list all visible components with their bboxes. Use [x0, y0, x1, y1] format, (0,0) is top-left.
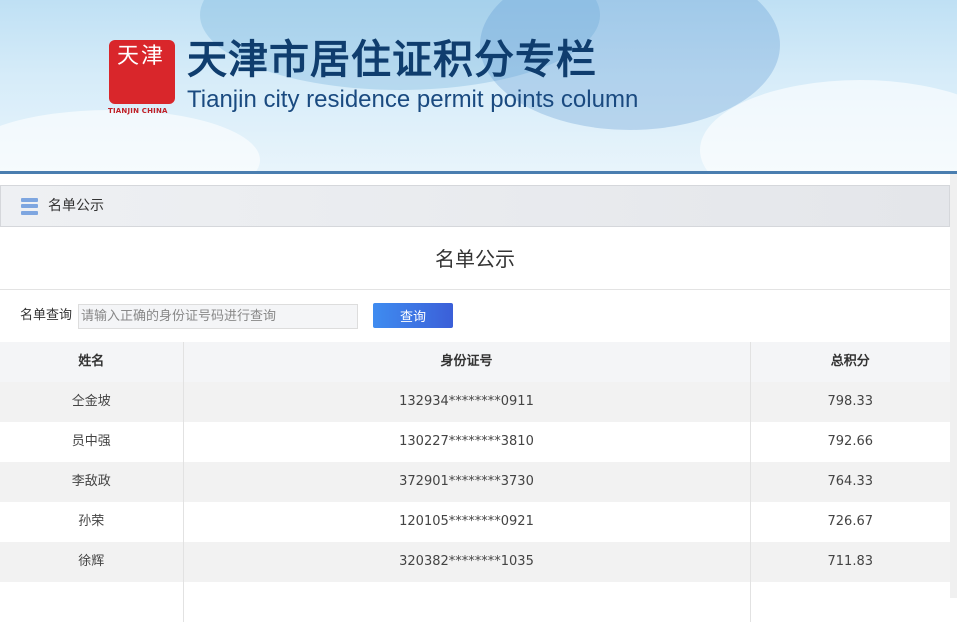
cell-score: 792.66: [750, 422, 950, 462]
cell-name: 仝金坡: [0, 382, 184, 422]
scrollbar[interactable]: [950, 174, 957, 598]
search-label: 名单查询: [20, 308, 73, 323]
table-row: 孙荣 120105********0921 726.67: [0, 502, 950, 542]
breadcrumb: 名单公示: [0, 185, 950, 227]
cell-empty: [183, 582, 751, 622]
seal-text: 天津: [117, 44, 166, 69]
table-row: 李敌政 372901********3730 764.33: [0, 462, 950, 502]
cell-score: 726.67: [750, 502, 950, 542]
cell-score: 711.83: [750, 542, 950, 582]
divider: [0, 289, 950, 290]
column-header-name: 姓名: [0, 342, 184, 382]
site-title: 天津市居住证积分专栏: [187, 37, 597, 83]
table-header-row: 姓名 身份证号 总积分: [0, 342, 950, 382]
cell-name: 徐辉: [0, 542, 184, 582]
column-header-id: 身份证号: [183, 342, 751, 382]
cell-id-number: 132934********0911: [183, 382, 751, 422]
banner-decoration: [0, 110, 260, 171]
cell-id-number: 120105********0921: [183, 502, 751, 542]
tianjin-seal-logo: 天津: [109, 40, 175, 104]
search-button[interactable]: 查询: [373, 303, 453, 328]
page-title: 名单公示: [435, 247, 515, 271]
cell-empty: [0, 582, 184, 622]
table-row: 员中强 130227********3810 792.66: [0, 422, 950, 462]
table-row: [0, 582, 950, 622]
cell-id-number: 130227********3810: [183, 422, 751, 462]
breadcrumb-label[interactable]: 名单公示: [48, 198, 104, 214]
id-search-input[interactable]: [78, 304, 358, 329]
list-icon: [21, 197, 38, 215]
cell-id-number: 320382********1035: [183, 542, 751, 582]
column-header-score: 总积分: [750, 342, 950, 382]
cell-name: 孙荣: [0, 502, 184, 542]
cell-score: 764.33: [750, 462, 950, 502]
cell-name: 员中强: [0, 422, 184, 462]
cell-empty: [750, 582, 950, 622]
table-row: 徐辉 320382********1035 711.83: [0, 542, 950, 582]
cell-score: 798.33: [750, 382, 950, 422]
results-table: 姓名 身份证号 总积分 仝金坡 132934********0911 798.33 员…: [0, 342, 950, 622]
cell-name: 李敌政: [0, 462, 184, 502]
site-subtitle: Tianjin city residence permit points col…: [187, 86, 639, 113]
seal-subtext: TIANJIN CHINA: [108, 107, 168, 115]
header-banner: 天津 TIANJIN CHINA 天津市居住证积分专栏 Tianjin city…: [0, 0, 957, 171]
cell-id-number: 372901********3730: [183, 462, 751, 502]
table-row: 仝金坡 132934********0911 798.33: [0, 382, 950, 422]
header-divider: [0, 171, 957, 174]
